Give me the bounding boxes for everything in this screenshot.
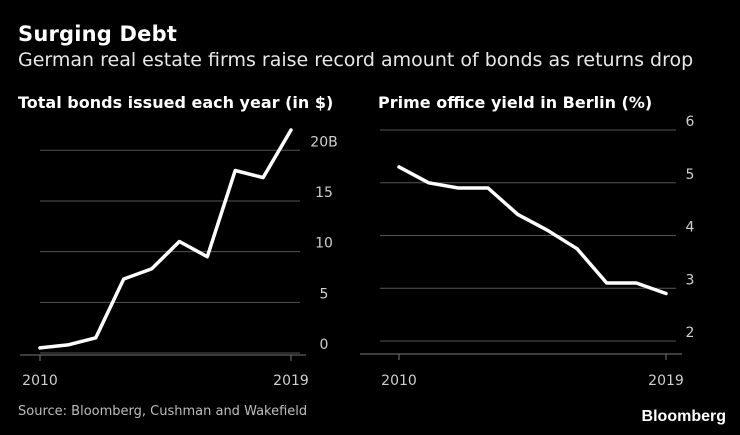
- series-line: [397, 165, 668, 296]
- y-tick-label: 6: [686, 114, 695, 130]
- bonds-chart: 0 5 10 15 20B 2010 2019: [20, 128, 338, 389]
- source-note: Source: Bloomberg, Cushman and Wakefield: [18, 404, 308, 419]
- y-tick-label: 4: [686, 220, 695, 236]
- yield-chart: 2 3 4 5 6 2010 2019: [360, 114, 695, 389]
- left-panel-title: Total bonds issued each year (in $): [18, 93, 334, 112]
- y-tick-label: 5: [320, 286, 329, 302]
- y-tick-label: 15: [315, 185, 333, 201]
- x-tick-label: 2010: [381, 373, 417, 389]
- y-tick-label: 20B: [310, 134, 337, 150]
- chart-subtitle: German real estate firms raise record am…: [18, 49, 694, 71]
- y-tick-label: 5: [686, 167, 695, 183]
- bloomberg-logo: Bloomberg: [641, 408, 726, 425]
- x-tick-label: 2019: [273, 373, 309, 389]
- y-tick-label: 0: [320, 337, 329, 353]
- x-tick-label: 2010: [22, 373, 58, 389]
- right-panel-title: Prime office yield in Berlin (%): [378, 93, 653, 112]
- chart-title: Surging Debt: [18, 22, 178, 46]
- x-tick-label: 2019: [648, 373, 684, 389]
- y-tick-label: 10: [315, 236, 333, 252]
- y-tick-label: 3: [686, 272, 695, 288]
- y-tick-label: 2: [686, 325, 695, 341]
- series-line: [38, 128, 293, 350]
